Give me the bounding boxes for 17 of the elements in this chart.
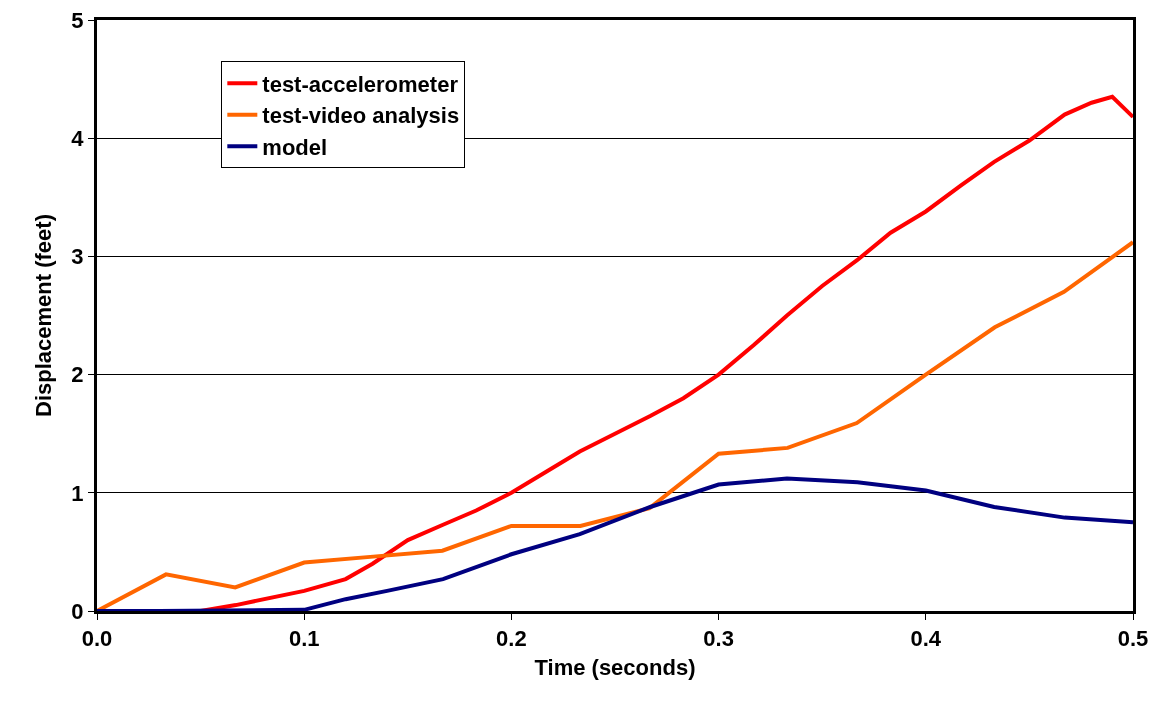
y-tick-label: 4 (71, 125, 85, 151)
legend-label: model (262, 134, 328, 160)
y-tick-label: 1 (71, 480, 84, 506)
x-tick-label: 0.2 (496, 626, 527, 652)
x-tick-label: 0.3 (703, 626, 734, 652)
x-axis-title: Time (seconds) (534, 655, 696, 681)
y-tick-label: 0 (71, 598, 84, 624)
y-axis-title: Displacement (feet) (31, 214, 57, 417)
legend-label: test-video analysis (262, 103, 460, 129)
x-tick-label: 0.4 (910, 626, 942, 652)
x-tick-label: 0.1 (288, 626, 320, 652)
y-tick-label: 5 (71, 7, 84, 33)
y-tick-label: 3 (71, 244, 84, 270)
y-tick-label: 2 (71, 362, 84, 388)
legend-label: test-accelerometer (262, 71, 459, 97)
x-tick-label: 0.5 (1117, 626, 1149, 652)
x-tick-label: 0.0 (81, 626, 113, 652)
